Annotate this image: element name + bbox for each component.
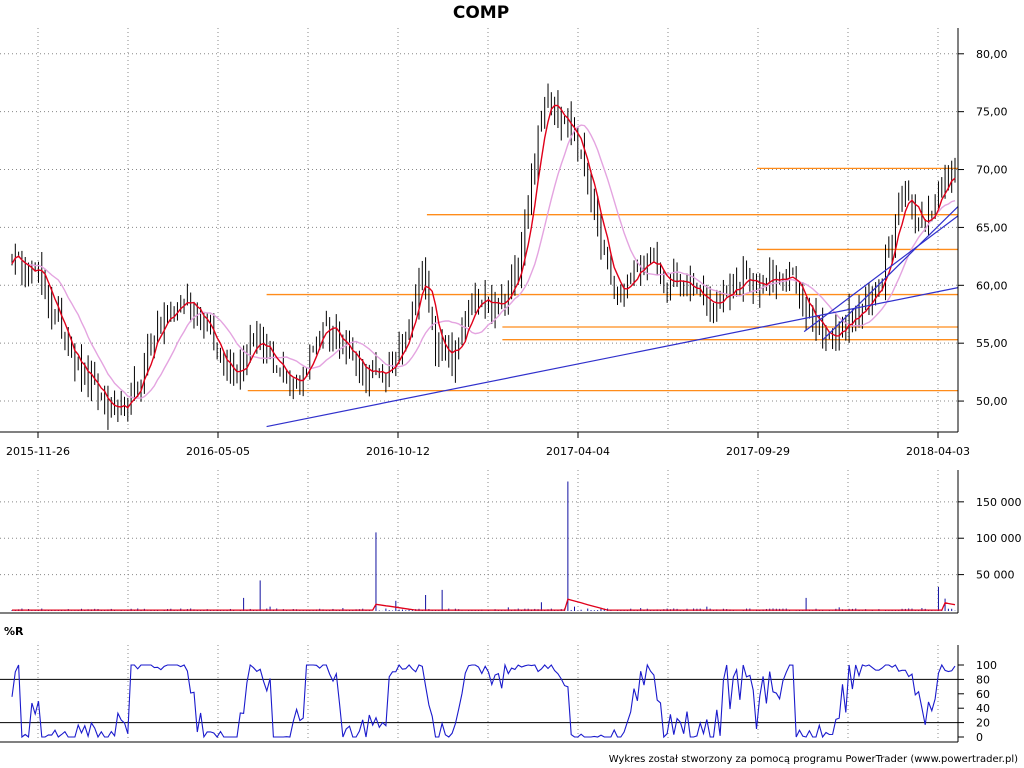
volume-tick-label-1: 100 000 <box>976 532 1022 545</box>
trend-line-2 <box>803 215 959 333</box>
williams-tick-label-0: 0 <box>976 731 983 744</box>
moving-average-short <box>11 104 956 409</box>
volume-panel: 50 000 100 000 150 000 <box>0 470 1022 614</box>
trend-line-1 <box>822 206 959 341</box>
volume-tick-label-0: 50 000 <box>976 569 1015 582</box>
price-tick-label-6: 80,00 <box>976 48 1008 61</box>
date-tick-label-3: 2017-04-04 <box>546 445 610 458</box>
williams-r-line <box>11 662 956 739</box>
williams-r-label: %R <box>4 625 24 638</box>
date-tick-label-0: 2015-11-26 <box>6 445 70 458</box>
williams-tick-label-4: 80 <box>976 673 990 686</box>
volume-grid <box>0 470 958 613</box>
price-tick-label-0: 50,00 <box>976 395 1008 408</box>
support-lines <box>247 167 958 392</box>
williams-tick-label-3: 60 <box>976 688 990 701</box>
date-tick-label-2: 2016-10-12 <box>366 445 430 458</box>
moving-average-long <box>11 124 956 399</box>
moving-averages <box>11 104 956 409</box>
date-x-axis: 2015-11-26 2016-05-05 2016-10-12 2017-04-04… <box>0 431 970 458</box>
price-tick-label-4: 70,00 <box>976 164 1008 177</box>
williams-tick-label-1: 20 <box>976 717 990 730</box>
date-tick-label-4: 2017-09-29 <box>726 445 790 458</box>
volume-average <box>12 598 956 611</box>
williams-r-grid <box>0 645 958 740</box>
williams-tick-label-5: 100 <box>976 659 997 672</box>
price-tick-label-5: 75,00 <box>976 106 1008 119</box>
williams-r-series <box>11 662 956 739</box>
trend-lines <box>266 206 959 428</box>
price-panel: 50,00 55,00 60,00 65,00 70,00 75,00 80,00 2015… <box>0 28 1008 458</box>
price-tick-label-2: 60,00 <box>976 279 1008 292</box>
price-tick-label-3: 65,00 <box>976 221 1008 234</box>
volume-y-axis: 50 000 100 000 150 000 <box>0 470 1022 614</box>
date-tick-label-1: 2016-05-05 <box>186 445 250 458</box>
date-tick-label-5: 2018-04-03 <box>906 445 970 458</box>
chart-title: COMP <box>453 3 509 23</box>
price-y-axis: 50,00 55,00 60,00 65,00 70,00 75,00 80,00 <box>957 28 1008 432</box>
volume-tick-label-2: 150 000 <box>976 496 1022 509</box>
credit-footer: Wykres został stworzony za pomocą progra… <box>609 754 1018 765</box>
price-grid <box>0 28 958 432</box>
volume-bars <box>11 481 956 611</box>
williams-tick-label-2: 40 <box>976 702 990 715</box>
volume-moving-average <box>12 598 956 611</box>
trend-line-0 <box>266 287 959 428</box>
price-tick-label-1: 55,00 <box>976 337 1008 350</box>
price-candles <box>11 83 956 430</box>
